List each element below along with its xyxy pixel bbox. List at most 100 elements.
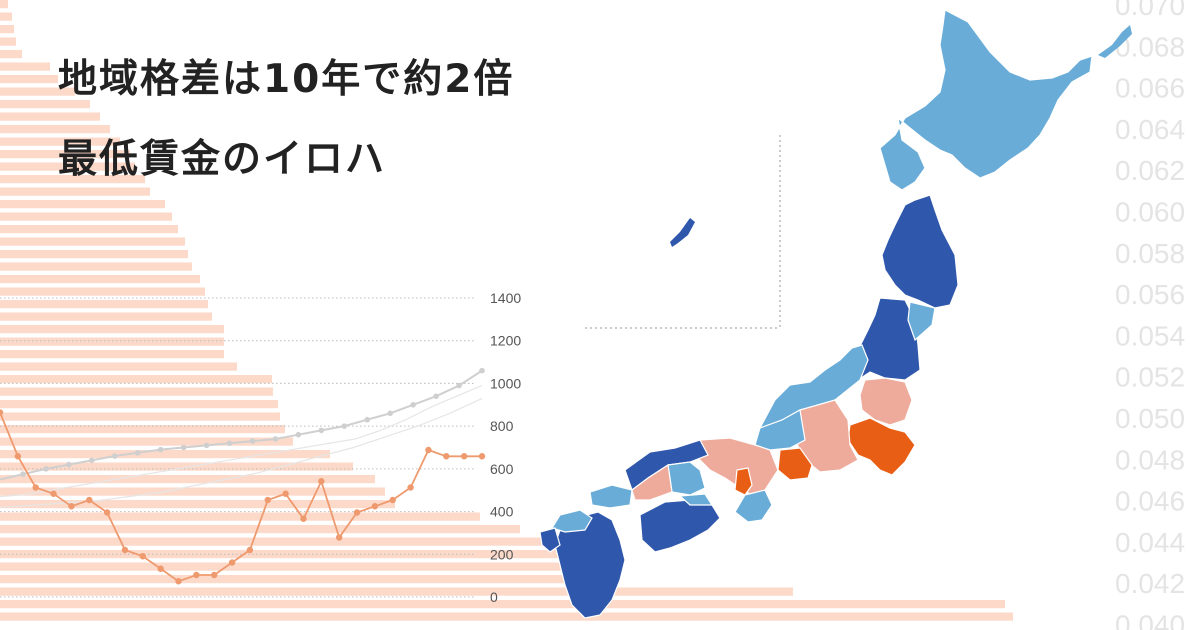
map-inset-frame bbox=[585, 135, 781, 329]
bar bbox=[0, 600, 1005, 609]
bar bbox=[0, 287, 205, 296]
bar bbox=[0, 400, 278, 409]
orange-line-point bbox=[157, 565, 164, 572]
orange-line-point bbox=[389, 496, 396, 504]
right-scale-tick: 0.064 bbox=[1115, 114, 1185, 145]
bar bbox=[0, 50, 22, 59]
map-region-miyagi bbox=[907, 301, 936, 342]
orange-line-point bbox=[371, 503, 379, 510]
map-region-shikoku bbox=[639, 499, 721, 553]
bar bbox=[0, 212, 172, 221]
orange-line-point bbox=[478, 453, 486, 460]
bar bbox=[0, 187, 150, 196]
bar bbox=[0, 612, 1013, 621]
right-scale-tick: 0.062 bbox=[1115, 155, 1185, 186]
bar bbox=[0, 437, 293, 446]
bar bbox=[0, 0, 8, 9]
map-region-tokyo-area bbox=[847, 417, 916, 476]
bar bbox=[0, 450, 330, 459]
line-chart-y-axis: 1400 1200 1000 800 600 400 200 0 bbox=[490, 290, 521, 605]
gray-line-point bbox=[272, 436, 279, 442]
right-scale-tick: 0.042 bbox=[1115, 568, 1185, 599]
orange-line bbox=[0, 412, 482, 583]
y-tick-label: 1200 bbox=[490, 333, 521, 349]
bar bbox=[0, 25, 14, 34]
map-region-kuril bbox=[1098, 25, 1132, 58]
gray-line-point bbox=[20, 471, 26, 477]
foreground-lines bbox=[0, 367, 486, 585]
orange-line-point bbox=[443, 453, 450, 460]
bar bbox=[0, 500, 395, 509]
orange-line-point bbox=[0, 409, 4, 416]
orange-line-point bbox=[68, 503, 75, 510]
bar bbox=[0, 75, 58, 84]
map-region-hokkaido bbox=[879, 9, 1093, 191]
bar bbox=[0, 87, 75, 96]
bar bbox=[0, 225, 178, 234]
right-scale-tick: 0.046 bbox=[1115, 486, 1185, 517]
gray-line-point bbox=[433, 393, 439, 400]
right-scale-tick: 0.066 bbox=[1115, 73, 1185, 104]
bar bbox=[0, 312, 212, 321]
gray-line-point bbox=[89, 457, 95, 464]
bar bbox=[0, 562, 605, 571]
right-scale-tick: 0.060 bbox=[1115, 197, 1185, 228]
orange-line-point bbox=[50, 490, 57, 497]
map-region-fukuoka bbox=[551, 509, 593, 533]
bar bbox=[0, 250, 188, 259]
bar bbox=[0, 412, 280, 421]
right-scale-tick: 0.052 bbox=[1115, 362, 1185, 393]
bar bbox=[0, 537, 545, 546]
orange-line-point bbox=[193, 571, 200, 579]
orange-line-point bbox=[86, 496, 93, 504]
right-scale-tick: 0.070 bbox=[1115, 0, 1185, 21]
map-region-yamaguchi bbox=[589, 484, 633, 509]
gray-line-point bbox=[66, 461, 72, 468]
wage-line bbox=[0, 385, 483, 498]
orange-line-point bbox=[139, 553, 147, 560]
bar bbox=[0, 175, 145, 184]
bar bbox=[0, 325, 224, 334]
right-scale-tick: 0.056 bbox=[1115, 279, 1185, 310]
map-region-kyushu bbox=[554, 511, 626, 619]
bar bbox=[0, 587, 793, 596]
bar bbox=[0, 387, 273, 396]
bar bbox=[0, 237, 185, 246]
y-tick-label: 400 bbox=[490, 504, 514, 520]
orange-line-point bbox=[103, 509, 111, 516]
gray-line-point bbox=[43, 466, 49, 472]
map-region-chugoku-south bbox=[667, 461, 706, 496]
bar bbox=[0, 150, 130, 159]
bar bbox=[0, 575, 620, 584]
orange-line-point bbox=[460, 453, 468, 460]
line-chart-gridlines bbox=[0, 297, 476, 598]
orange-line-point bbox=[228, 559, 236, 566]
bar bbox=[0, 475, 375, 484]
bar bbox=[0, 100, 90, 109]
bar bbox=[0, 487, 385, 496]
gray-line-point bbox=[387, 410, 393, 417]
orange-line-point bbox=[14, 453, 22, 460]
y-tick-label: 0 bbox=[490, 589, 498, 605]
orange-line-point bbox=[32, 484, 39, 491]
bar bbox=[0, 425, 285, 434]
map-region-osaka bbox=[734, 467, 753, 496]
gray-line-point bbox=[134, 450, 141, 456]
y-tick-label: 600 bbox=[490, 461, 514, 477]
orange-line-point bbox=[282, 490, 289, 497]
gray-line-point bbox=[295, 431, 302, 438]
map-region-kanto-north bbox=[859, 377, 913, 426]
y-tick-label: 800 bbox=[490, 418, 514, 434]
orange-line-point bbox=[211, 571, 218, 579]
right-scale: 0.0700.0680.0660.0640.0620.0600.0580.056… bbox=[1115, 0, 1185, 630]
gray-line-point bbox=[364, 416, 371, 423]
bar bbox=[0, 462, 353, 471]
right-scale-tick: 0.044 bbox=[1115, 527, 1185, 558]
bar bbox=[0, 300, 208, 309]
gray-line-point bbox=[226, 440, 233, 447]
gray-line-point bbox=[318, 427, 325, 434]
map-region-okayama bbox=[631, 463, 673, 501]
bar bbox=[0, 362, 237, 371]
gray-line-point bbox=[410, 401, 416, 408]
gray-line-point bbox=[456, 382, 462, 389]
